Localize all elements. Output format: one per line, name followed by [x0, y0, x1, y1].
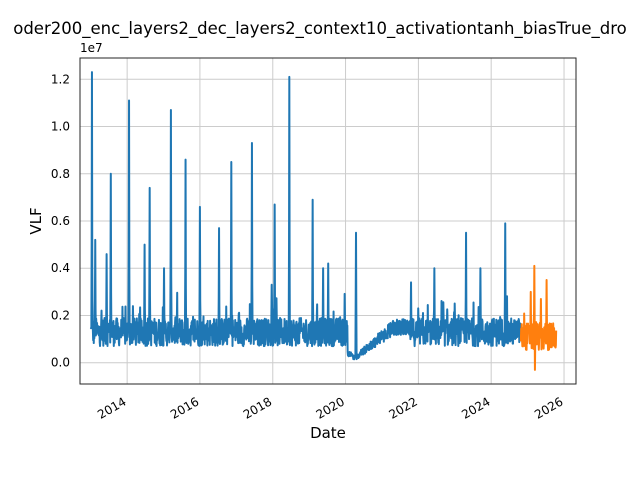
y-offset-label: 1e7 — [80, 41, 103, 55]
series-line-history — [89, 71, 522, 361]
y-tick-label: 1.2 — [51, 72, 70, 86]
y-axis-ticks: 0.0 0.2 0.4 0.6 0.8 1.0 1.2 — [51, 72, 70, 369]
x-axis-label: Date — [310, 424, 346, 442]
plot-frame — [79, 57, 577, 385]
plot-area — [79, 57, 577, 385]
y-tick-label: 0.4 — [51, 261, 70, 275]
series-layer — [89, 71, 558, 371]
y-tick-label: 0.6 — [51, 214, 70, 228]
y-tick-label: 1.0 — [51, 120, 70, 134]
y-tick-label: 0.8 — [51, 167, 70, 181]
series-line-forecast — [519, 264, 558, 371]
y-tick-label: 0.2 — [51, 308, 70, 322]
y-axis-label: VLF — [27, 207, 45, 234]
y-tick-label: 0.0 — [51, 356, 70, 370]
chart-title: oder200_enc_layers2_dec_layers2_context1… — [13, 19, 627, 39]
